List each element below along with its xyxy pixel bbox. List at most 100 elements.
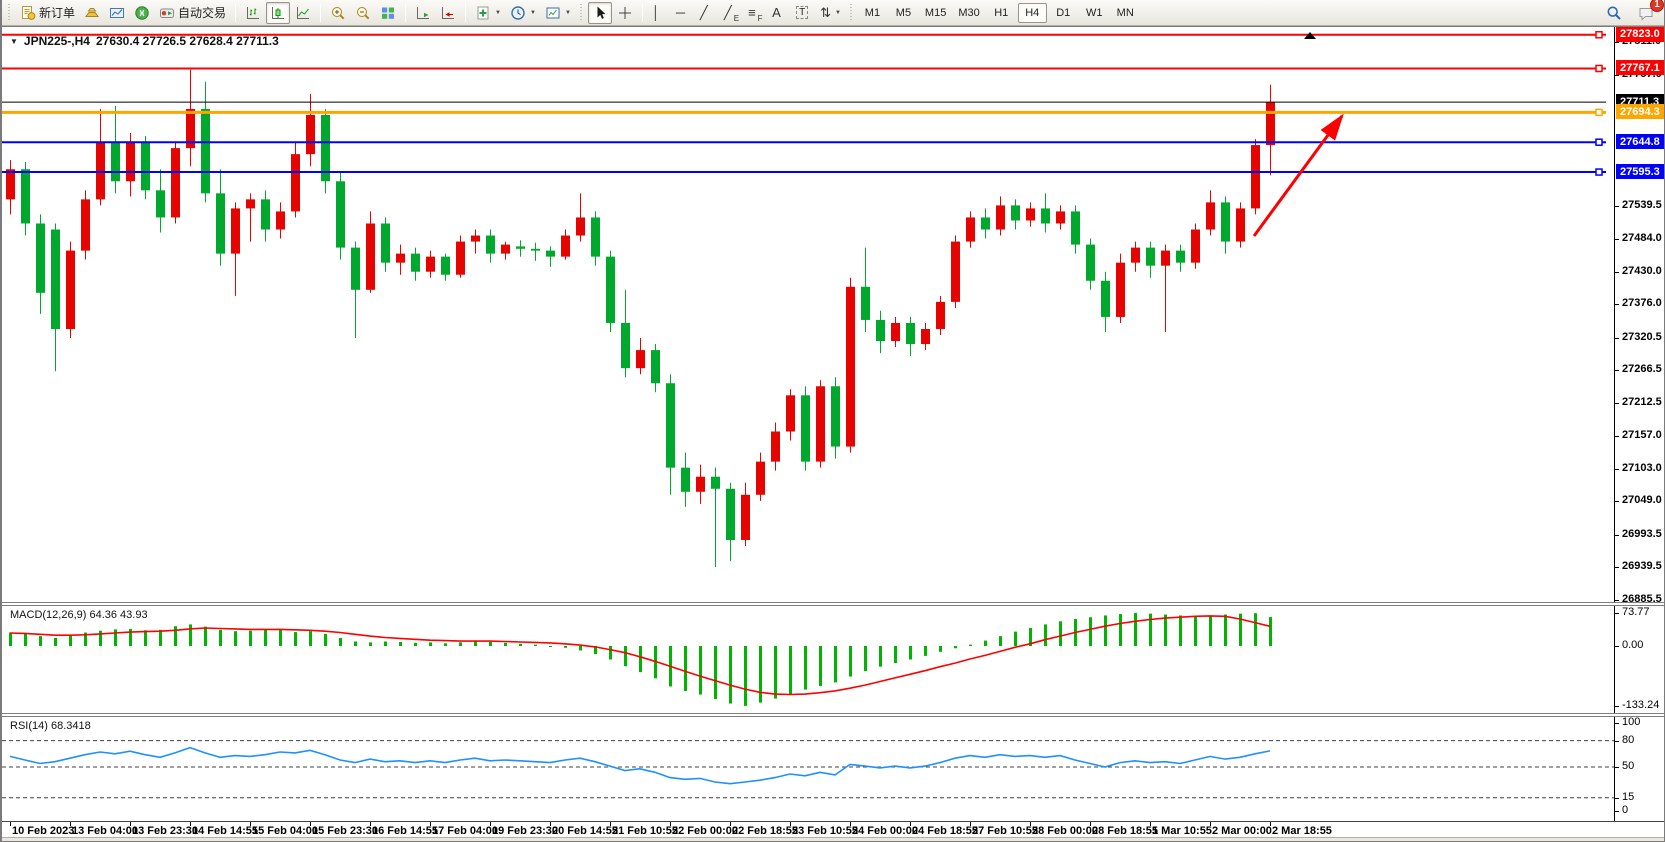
zoom-in-button[interactable] xyxy=(326,2,350,24)
timeframe-button-m1[interactable]: M1 xyxy=(858,3,887,23)
timeframe-button-w1[interactable]: W1 xyxy=(1080,3,1109,23)
search-button[interactable] xyxy=(1602,2,1626,24)
timeframe-button-m15[interactable]: M15 xyxy=(920,3,951,23)
vertical-line-tool-button[interactable]: │ xyxy=(648,2,671,24)
timeframe-button-mn[interactable]: MN xyxy=(1111,3,1140,23)
candle-body xyxy=(1056,211,1065,224)
trend-arrow[interactable] xyxy=(1252,113,1344,237)
trendline-tool-button[interactable]: ╱ xyxy=(696,2,719,24)
notification-badge[interactable]: 1 xyxy=(1650,0,1664,12)
toolbar-grip[interactable] xyxy=(848,3,854,22)
candlestick-chart[interactable] xyxy=(2,27,1614,602)
candlestick-chart-icon xyxy=(272,6,285,19)
price-tick xyxy=(1615,436,1619,438)
macd-pane[interactable]: MACD(12,26,9) 64.36 43.93 xyxy=(2,606,1614,713)
new-order-icon xyxy=(22,5,36,20)
line-handle[interactable] xyxy=(1595,64,1603,73)
candle-body xyxy=(411,253,420,272)
candle-body xyxy=(861,286,870,320)
price-tick xyxy=(1615,468,1619,470)
tile-windows-button[interactable] xyxy=(376,2,400,24)
candlestick-chart-button[interactable] xyxy=(266,1,291,24)
time-axis[interactable]: 10 Feb 2023 13 Feb 04:00 13 Feb 23:30 14 Fe… xyxy=(2,821,1664,837)
text-label-tool-button[interactable]: T xyxy=(792,2,815,24)
line-handle[interactable] xyxy=(1595,168,1603,176)
toolbar-grip[interactable] xyxy=(7,3,12,22)
rsi-pane[interactable]: RSI(14) 68.3418 xyxy=(2,717,1614,821)
timeframe-group: M1 M5 M15 M30 H1 H4 D1 W1 MN xyxy=(858,2,1140,23)
candle-body xyxy=(726,488,735,541)
line-handle[interactable] xyxy=(1595,138,1603,146)
rsi-tick-label: 80 xyxy=(1622,733,1635,746)
macd-chart[interactable] xyxy=(2,606,1614,713)
fibonacci-tool-button[interactable]: ≡ F xyxy=(744,2,767,24)
cursor-button[interactable] xyxy=(587,1,612,24)
horizontal-line-tool-button[interactable]: ─ xyxy=(672,2,695,24)
candle-body xyxy=(1086,244,1095,281)
macd-bar xyxy=(1239,613,1242,646)
price-axis-line xyxy=(1614,27,1615,602)
candle-body xyxy=(1011,205,1020,221)
macd-label: MACD(12,26,9) 64.36 43.93 xyxy=(10,609,148,621)
macd-bar xyxy=(69,635,72,646)
new-order-label: 新订单 xyxy=(39,6,76,20)
candle-body xyxy=(6,169,15,200)
new-order-button[interactable]: 新订单 xyxy=(16,2,79,24)
time-tick xyxy=(610,822,611,826)
chart-ohlc-values: 27630.4 27726.5 27628.4 27711.3 xyxy=(95,34,279,48)
macd-bar xyxy=(909,646,912,660)
timeframe-button-d1[interactable]: D1 xyxy=(1049,3,1078,23)
candle-body xyxy=(171,148,180,218)
auto-scroll-button[interactable] xyxy=(411,2,435,24)
main-chart-pane[interactable]: ▼ JPN225-,H4 27630.4 27726.5 27628.4 277… xyxy=(2,27,1614,602)
macd-bar xyxy=(774,646,777,699)
macd-bar xyxy=(189,624,192,646)
zoom-out-button[interactable] xyxy=(351,2,375,24)
autotrading-button[interactable]: 自动交易 xyxy=(155,2,230,24)
timeframe-button-h1[interactable]: H1 xyxy=(987,3,1016,23)
line-handle[interactable] xyxy=(1595,31,1603,39)
candle-body xyxy=(231,208,240,254)
rsi-chart[interactable] xyxy=(2,717,1614,821)
timeframe-button-h4[interactable]: H4 xyxy=(1017,2,1047,23)
chart-shift-button[interactable] xyxy=(436,2,460,24)
macd-bar xyxy=(249,630,252,646)
candle-body xyxy=(891,322,900,342)
timeframe-button-m30[interactable]: M30 xyxy=(953,3,984,23)
top-triangle-marker[interactable] xyxy=(1304,32,1316,39)
bar-chart-button[interactable] xyxy=(241,2,265,24)
price-axis[interactable]: 27811.027757.027539.527484.027430.027376… xyxy=(1614,26,1664,821)
templates-button[interactable]: ▼ xyxy=(541,2,575,24)
candle-body xyxy=(1131,247,1140,263)
periods-button[interactable]: ▼ xyxy=(506,2,540,24)
time-label: 22 Feb 00:00 xyxy=(672,825,739,837)
candle-body xyxy=(441,256,450,275)
candle-body xyxy=(201,108,210,194)
rsi-tick-label: 15 xyxy=(1622,790,1635,803)
macd-bar xyxy=(1179,615,1182,646)
market-depth-button[interactable] xyxy=(105,2,129,24)
timeframe-button-m5[interactable]: M5 xyxy=(889,3,918,23)
time-tick xyxy=(250,822,251,826)
channel-tool-button[interactable]: ╱ E xyxy=(720,2,743,24)
crosshair-button[interactable] xyxy=(613,2,637,24)
signals-button[interactable] xyxy=(130,2,154,24)
line-chart-button[interactable] xyxy=(291,2,315,24)
rsi-tick xyxy=(1615,797,1619,799)
candle-body xyxy=(1041,208,1050,224)
macd-bar xyxy=(594,646,597,655)
macd-bar xyxy=(129,628,132,646)
funds-button[interactable] xyxy=(80,2,104,24)
pane-splitter[interactable] xyxy=(2,602,1664,606)
line-handle[interactable] xyxy=(1595,108,1603,117)
chart-window-icon xyxy=(110,7,125,18)
cursor-icon xyxy=(597,6,606,19)
pane-splitter[interactable] xyxy=(2,713,1664,717)
chart-menu-icon[interactable]: ▼ xyxy=(10,36,18,46)
text-tool-button[interactable]: A xyxy=(768,2,791,24)
candle-body xyxy=(336,181,345,248)
indicators-button[interactable]: ▼ xyxy=(471,2,505,24)
toolbar-grip[interactable] xyxy=(578,3,584,22)
arrows-tool-button[interactable]: ⇅ ▼ xyxy=(816,2,845,24)
macd-bar xyxy=(309,631,312,646)
